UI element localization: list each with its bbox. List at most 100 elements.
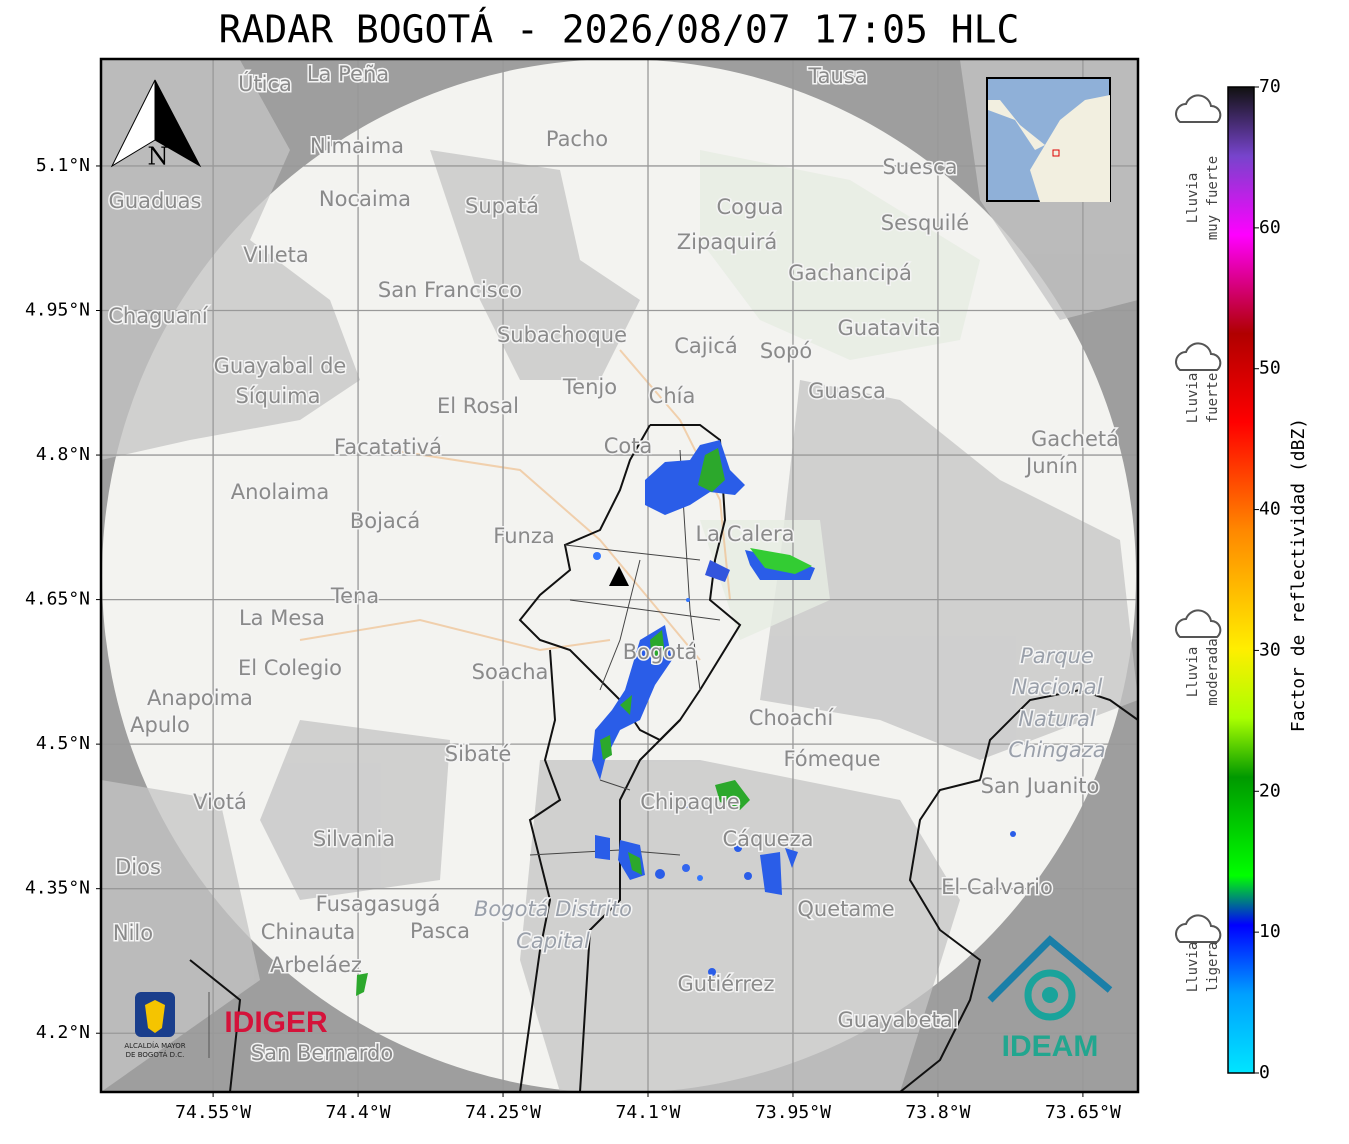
y-tick-label: 4.8°N [36,444,90,465]
legend-label: moderada [1205,638,1221,705]
place-label: Bogotá [623,640,698,664]
legend-label: Lluvia [1185,942,1201,993]
colorbar-tick-label: 50 [1259,358,1281,379]
place-label: Pasca [410,919,470,943]
place-label: Cajicá [674,334,738,358]
place-label: La Peña [307,62,389,86]
place-label: Tausa [807,64,867,88]
legend-item: Lluvia ligera [1175,914,1222,993]
map-frame [99,57,1140,1094]
y-tick-label: 4.95°N [25,300,90,321]
y-tick-label: 4.65°N [25,589,90,610]
place-label: San Bernardo [251,1041,393,1065]
place-label: Soacha [472,660,549,684]
place-label: Guaduas [109,189,202,213]
place-label: Arbeláez [270,953,362,977]
place-label: Guatavita [838,316,941,340]
place-label: Bogotá Distrito [474,897,632,921]
legend-label: Lluvia [1185,173,1201,224]
north-label: N [148,143,169,171]
place-label: Síquima [236,384,321,408]
alcaldia-text: DE BOGOTÁ D.C. [126,1050,185,1059]
colorbar-tick-label: 70 [1259,76,1281,97]
place-label: Anolaima [231,480,329,504]
legend-label: Lluvia [1185,647,1201,698]
place-label: La Mesa [239,606,325,630]
place-label: El Calvario [941,875,1053,899]
radar-echoes [356,440,1016,996]
legend-item: Lluvia fuerte [1175,342,1222,424]
place-label: Dios [115,855,161,879]
y-tick-label: 4.35°N [25,878,90,899]
x-tick-label: 73.95°W [755,1102,831,1123]
place-label: Útica [238,71,292,96]
place-label: Zipaquirá [677,230,777,254]
place-label: Tenjo [562,375,617,399]
place-label: Chipaque [640,790,740,814]
place-label: Nocaima [319,187,411,211]
place-label: Facatativá [334,435,442,459]
north-arrow: N [110,79,202,171]
legend-icon [1175,609,1222,638]
x-tick-label: 74.1°W [615,1102,680,1123]
place-label: Anapoima [147,686,253,710]
place-label: Choachí [749,706,835,730]
colorbar-tick-label: 30 [1259,639,1281,660]
y-tick-label: 4.5°N [36,733,90,754]
place-label: Nacional [1012,675,1103,699]
place-label: Cogua [716,195,783,219]
place-label: Gachancipá [788,261,912,285]
legend-item: Lluvia muy fuerte [1175,94,1222,240]
place-label: El Rosal [437,394,519,418]
radar-site [609,566,629,586]
place-label: Cota [604,434,653,458]
place-label: Pacho [546,127,608,151]
place-label: Natural [1018,707,1096,731]
legend-label: Lluvia [1185,373,1201,424]
title: RADAR BOGOTÁ - 2026/08/07 17:05 HLC [219,8,1020,52]
place-label: Nimaima [310,134,404,158]
colorbar-tick-label: 0 [1259,1062,1270,1083]
ideam-logo: IDEAM [987,935,1113,1063]
x-tick-label: 73.65°W [1045,1102,1121,1123]
x-tick-label: 73.8°W [905,1102,970,1123]
place-label: San Juanito [981,774,1100,798]
colorbar-label: Factor de reflectividad (dBZ) [1288,418,1309,732]
place-label: Gachetá [1031,427,1119,451]
place-label: Supatá [465,194,539,218]
colorbar-tick-label: 20 [1259,780,1281,801]
legend-icon [1175,94,1222,123]
place-label: Silvania [313,827,395,851]
legend-label: fuerte [1205,373,1221,424]
place-label: Subachoque [497,323,627,347]
place-label: Funza [493,524,554,548]
ideam-text: IDEAM [1002,1030,1099,1063]
colorbar-tick-label: 40 [1259,499,1281,520]
x-tick-label: 74.4°W [326,1102,391,1123]
place-label: Cáqueza [723,827,814,851]
legend-icon [1175,914,1222,943]
place-label: Chía [649,384,696,408]
place-label: Viotá [193,790,247,814]
place-label: Chaguaní [108,304,209,328]
y-tick-label: 5.1°N [36,155,90,176]
place-label: Sibaté [445,742,512,766]
place-label: Fómeque [783,747,880,771]
place-label: Chinauta [261,920,355,944]
place-label: Sesquilé [881,211,969,235]
legend-label: ligera [1205,942,1221,993]
place-label: Gutiérrez [678,972,775,996]
place-label: Apulo [130,713,190,737]
place-label: El Colegio [238,656,342,680]
place-label: Quetame [797,897,894,921]
place-label: Fusagasugá [316,892,441,916]
place-label: Suesca [883,155,958,179]
alcaldia-text: ALCALDÍA MAYOR [124,1041,185,1050]
place-label: Villeta [243,243,308,267]
place-label: Bojacá [350,509,420,533]
legend-icon [1175,342,1222,371]
place-label: Chingaza [1008,738,1105,762]
place-label: San Francisco [378,278,522,302]
inset-map [986,77,1111,202]
